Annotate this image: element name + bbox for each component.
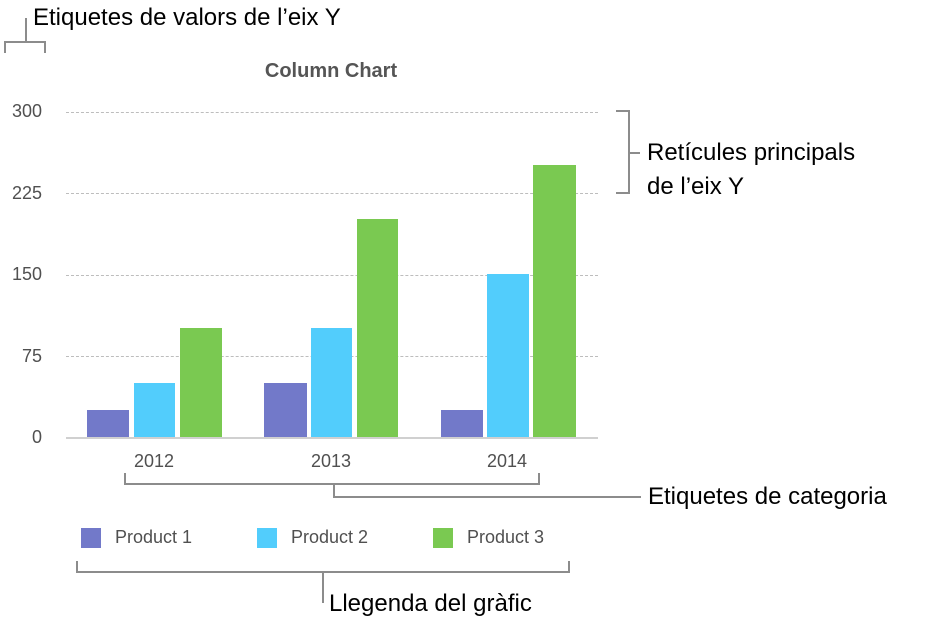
bar-2012-product-1 [87, 410, 129, 437]
category-leader-line [333, 496, 641, 498]
bar-2014-product-3 [533, 165, 576, 437]
y-tick-label: 150 [11, 264, 42, 284]
legend-swatch-icon [81, 527, 101, 548]
y-tick-label: 0 [31, 427, 42, 447]
gridline-150 [66, 275, 598, 276]
callout-bracket-bar [4, 41, 46, 43]
bar-2012-product-3 [180, 328, 222, 437]
bar-2014-product-2 [487, 274, 529, 437]
callout-legend: Llegenda del gràfic [329, 590, 532, 617]
callout-bracket-stem [25, 18, 27, 42]
callout-gridlines-line2: de l’eix Y [647, 173, 744, 200]
callout-bracket-right [44, 41, 46, 53]
y-tick-label: 300 [11, 101, 42, 121]
legend-bracket-right [568, 561, 570, 573]
legend-label: Product 3 [467, 527, 545, 547]
bar-2013-product-3 [357, 219, 398, 437]
x-tick-label: 2013 [310, 451, 352, 471]
category-bracket-bar [124, 483, 540, 485]
gridline-300 [66, 112, 598, 113]
bar-2013-product-2 [311, 328, 352, 437]
x-axis-line [66, 437, 598, 439]
x-tick-label: 2014 [486, 451, 528, 471]
gridlines-bracket-bottom [616, 192, 630, 194]
callout-bracket-left [4, 41, 6, 53]
gridline-225 [66, 193, 598, 194]
legend-item-product-2: Product 2 [257, 527, 368, 548]
legend-item-product-3: Product 3 [433, 527, 544, 548]
callout-gridlines-line1: Retícules principals [647, 139, 856, 166]
bar-2013-product-1 [264, 383, 307, 437]
category-bracket-stem [333, 483, 335, 498]
legend-label: Product 1 [115, 527, 193, 547]
gridlines-bracket-top [616, 110, 630, 112]
callout-category-labels: Etiquetes de categoria [648, 483, 887, 510]
callout-y-value-labels: Etiquetes de valors de l’eix Y [33, 4, 341, 31]
category-bracket-right [538, 473, 540, 485]
category-bracket-left [124, 473, 126, 485]
legend-bracket-stem [322, 571, 324, 603]
y-tick-label: 75 [21, 346, 42, 366]
legend-bracket-left [76, 561, 78, 573]
legend-swatch-icon [433, 527, 453, 548]
chart-title: Column Chart [264, 60, 398, 82]
legend-swatch-icon [257, 527, 277, 548]
y-tick-label: 225 [11, 183, 42, 203]
gridlines-bracket-tick [628, 152, 640, 154]
legend-item-product-1: Product 1 [81, 527, 192, 548]
legend-label: Product 2 [291, 527, 369, 547]
bar-2012-product-2 [134, 383, 175, 437]
x-tick-label: 2012 [133, 451, 175, 471]
bar-2014-product-1 [441, 410, 483, 437]
